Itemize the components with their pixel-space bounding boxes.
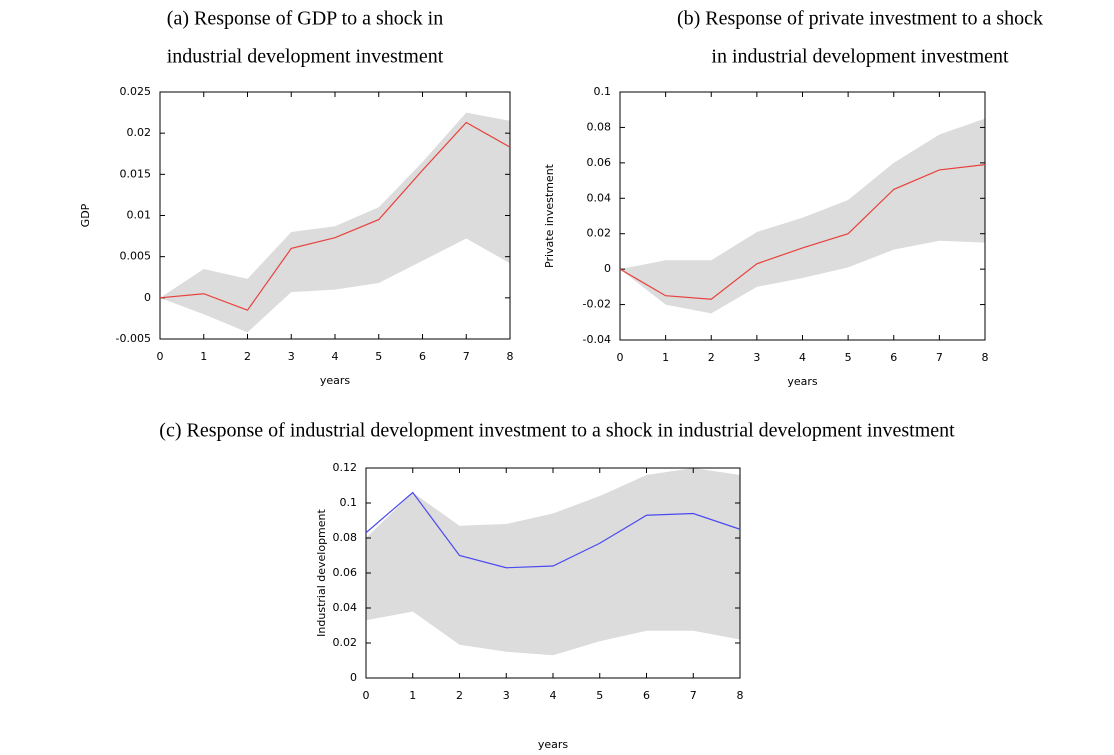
response-line — [365, 491, 741, 569]
y-tick-label: 0.01 — [127, 209, 152, 222]
x-tick-label: 7 — [936, 351, 943, 364]
x-tick-label: 3 — [753, 351, 760, 364]
x-axis-label: years — [538, 738, 569, 751]
x-tick-label: 7 — [463, 350, 470, 363]
chart-title: in industrial development investment — [711, 46, 1009, 68]
x-tick-label: 4 — [799, 351, 806, 364]
x-tick-label: 3 — [288, 350, 295, 363]
y-tick-label: -0.02 — [583, 298, 611, 311]
x-tick-label: 0 — [363, 689, 370, 702]
y-tick-label: 0.02 — [333, 636, 358, 649]
chart-title: (b) Response of private investment to a … — [677, 8, 1043, 30]
response-line — [159, 121, 511, 311]
x-tick-label: 6 — [643, 689, 650, 702]
x-tick-label: 5 — [596, 689, 603, 702]
x-tick-label: 2 — [456, 689, 463, 702]
x-tick-label: 5 — [375, 350, 382, 363]
y-tick-label: 0.06 — [333, 566, 358, 579]
x-tick-label: 0 — [617, 351, 624, 364]
y-tick-label: 0 — [604, 262, 611, 275]
x-tick-label: 8 — [737, 689, 744, 702]
x-tick-label: 8 — [982, 351, 989, 364]
y-tick-label: 0.08 — [333, 531, 358, 544]
chart-title: industrial development investment — [167, 46, 444, 68]
chart-title: (c) Response of industrial development i… — [159, 420, 955, 442]
x-tick-label: 2 — [708, 351, 715, 364]
x-tick-label: 6 — [890, 351, 897, 364]
x-axis-label: years — [320, 374, 351, 387]
x-tick-label: 4 — [332, 350, 339, 363]
y-tick-label: 0.1 — [594, 85, 612, 98]
y-tick-label: 0.025 — [120, 85, 152, 98]
x-tick-label: 6 — [419, 350, 426, 363]
y-tick-label: 0 — [144, 291, 151, 304]
y-axis-label: GDP — [79, 203, 92, 227]
x-axis-label: years — [787, 375, 818, 388]
y-tick-label: 0.1 — [340, 496, 358, 509]
y-tick-label: 0 — [350, 671, 357, 684]
chart-title: (a) Response of GDP to a shock in — [167, 8, 443, 30]
x-tick-label: 1 — [662, 351, 669, 364]
x-tick-label: 5 — [845, 351, 852, 364]
x-tick-label: 7 — [690, 689, 697, 702]
y-tick-label: 0.04 — [333, 601, 358, 614]
confidence-band — [620, 118, 985, 314]
x-tick-label: 2 — [244, 350, 251, 363]
confidence-band — [160, 112, 510, 333]
y-tick-label: 0.005 — [120, 250, 152, 263]
response-line — [619, 164, 986, 300]
y-axis-label: Industrial development — [315, 508, 328, 636]
x-tick-label: 1 — [200, 350, 207, 363]
x-tick-label: 8 — [507, 350, 514, 363]
x-tick-label: 0 — [157, 350, 164, 363]
confidence-band — [366, 468, 740, 656]
y-tick-label: -0.005 — [116, 332, 151, 345]
y-tick-label: 0.04 — [587, 191, 612, 204]
y-tick-label: 0.12 — [333, 461, 358, 474]
y-tick-label: 0.02 — [127, 126, 152, 139]
y-tick-label: 0.02 — [587, 227, 612, 240]
y-tick-label: 0.06 — [587, 156, 612, 169]
y-tick-label: -0.04 — [583, 333, 611, 346]
x-tick-label: 3 — [503, 689, 510, 702]
y-tick-label: 0.015 — [120, 167, 152, 180]
x-tick-label: 1 — [409, 689, 416, 702]
x-tick-label: 4 — [550, 689, 557, 702]
y-axis-label: Private investment — [543, 163, 556, 268]
y-tick-label: 0.08 — [587, 120, 612, 133]
